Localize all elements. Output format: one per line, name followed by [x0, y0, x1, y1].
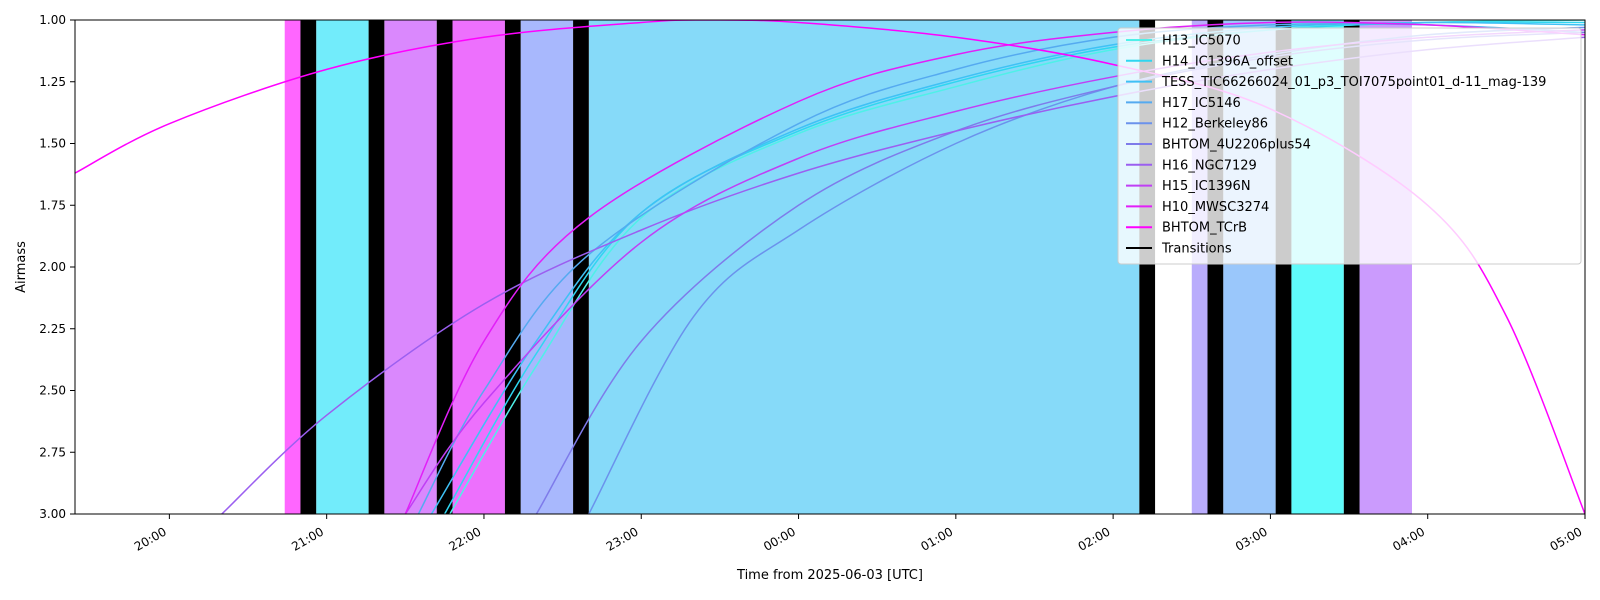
observation-block-4 — [520, 20, 574, 514]
y-tick-label-8: 3.00 — [39, 507, 66, 521]
legend-label-8: H10_MWSC3274 — [1162, 200, 1269, 215]
x-axis-label: Time from 2025-06-03 [UTC] — [736, 568, 923, 583]
transition-bar-1 — [368, 20, 385, 514]
y-axis: 1.00 1.25 1.50 1.75 2.00 2.25 2.50 2.75 3.00 — [39, 13, 75, 521]
legend-label-2: TESS_TIC66266024_01_p3_TOI7075point01_d-… — [1161, 75, 1546, 90]
series-line-8 — [404, 21, 1585, 514]
y-tick-label-5: 2.25 — [39, 322, 66, 336]
legend-label-3: H17_IC5146 — [1162, 96, 1241, 111]
y-tick-label-4: 2.00 — [39, 260, 66, 274]
legend-label-5: BHTOM_4U2206plus54 — [1162, 138, 1311, 153]
observation-block-2 — [384, 20, 437, 514]
transition-bar-3 — [504, 20, 521, 514]
x-axis: 20:00 21:00 22:00 23:00 00:00 01:00 02:00 03:00… — [132, 514, 1586, 554]
x-tick-label-6: 02:00 — [1076, 524, 1113, 553]
x-tick-label-8: 04:00 — [1390, 524, 1427, 553]
x-tick-label-5: 01:00 — [918, 524, 955, 553]
legend-label-7: H15_IC1396N — [1162, 179, 1251, 194]
x-tick-label-4: 00:00 — [761, 524, 798, 553]
x-tick-label-7: 03:00 — [1233, 524, 1270, 553]
x-tick-label-3: 23:00 — [604, 524, 641, 553]
y-tick-label-1: 1.25 — [39, 75, 66, 89]
legend-label-9: BHTOM_TCrB — [1162, 221, 1247, 236]
transition-bar-0 — [300, 20, 317, 514]
x-tick-label-2: 22:00 — [446, 524, 483, 553]
legend-box — [1117, 27, 1582, 265]
y-tick-label-2: 1.50 — [39, 137, 66, 151]
legend: H13_IC5070 H14_IC1396A_offset TESS_TIC6626… — [1117, 27, 1582, 265]
y-tick-label-3: 1.75 — [39, 198, 66, 212]
transition-bar-4 — [573, 20, 589, 514]
legend-label-1: H14_IC1396A_offset — [1162, 54, 1293, 69]
observation-block-5 — [588, 20, 1140, 514]
legend-label-0: H13_IC5070 — [1162, 34, 1241, 49]
series-line-3 — [417, 22, 1585, 514]
legend-label-6: H16_NGC7129 — [1162, 158, 1257, 173]
x-tick-label-0: 20:00 — [132, 524, 169, 553]
x-tick-label-9: 05:00 — [1548, 524, 1585, 553]
observation-block-0 — [284, 20, 301, 514]
y-tick-label-6: 2.50 — [39, 384, 66, 398]
y-axis-label: Airmass — [14, 241, 29, 293]
legend-label-4: H12_Berkeley86 — [1162, 117, 1268, 132]
observation-block-3 — [452, 20, 505, 514]
x-tick-label-1: 21:00 — [289, 524, 326, 553]
observation-block-1 — [316, 20, 369, 514]
transition-bar-2 — [436, 20, 453, 514]
y-tick-label-0: 1.00 — [39, 13, 66, 27]
legend-label-10: Transitions — [1161, 242, 1232, 257]
y-tick-label-7: 2.75 — [39, 445, 66, 459]
